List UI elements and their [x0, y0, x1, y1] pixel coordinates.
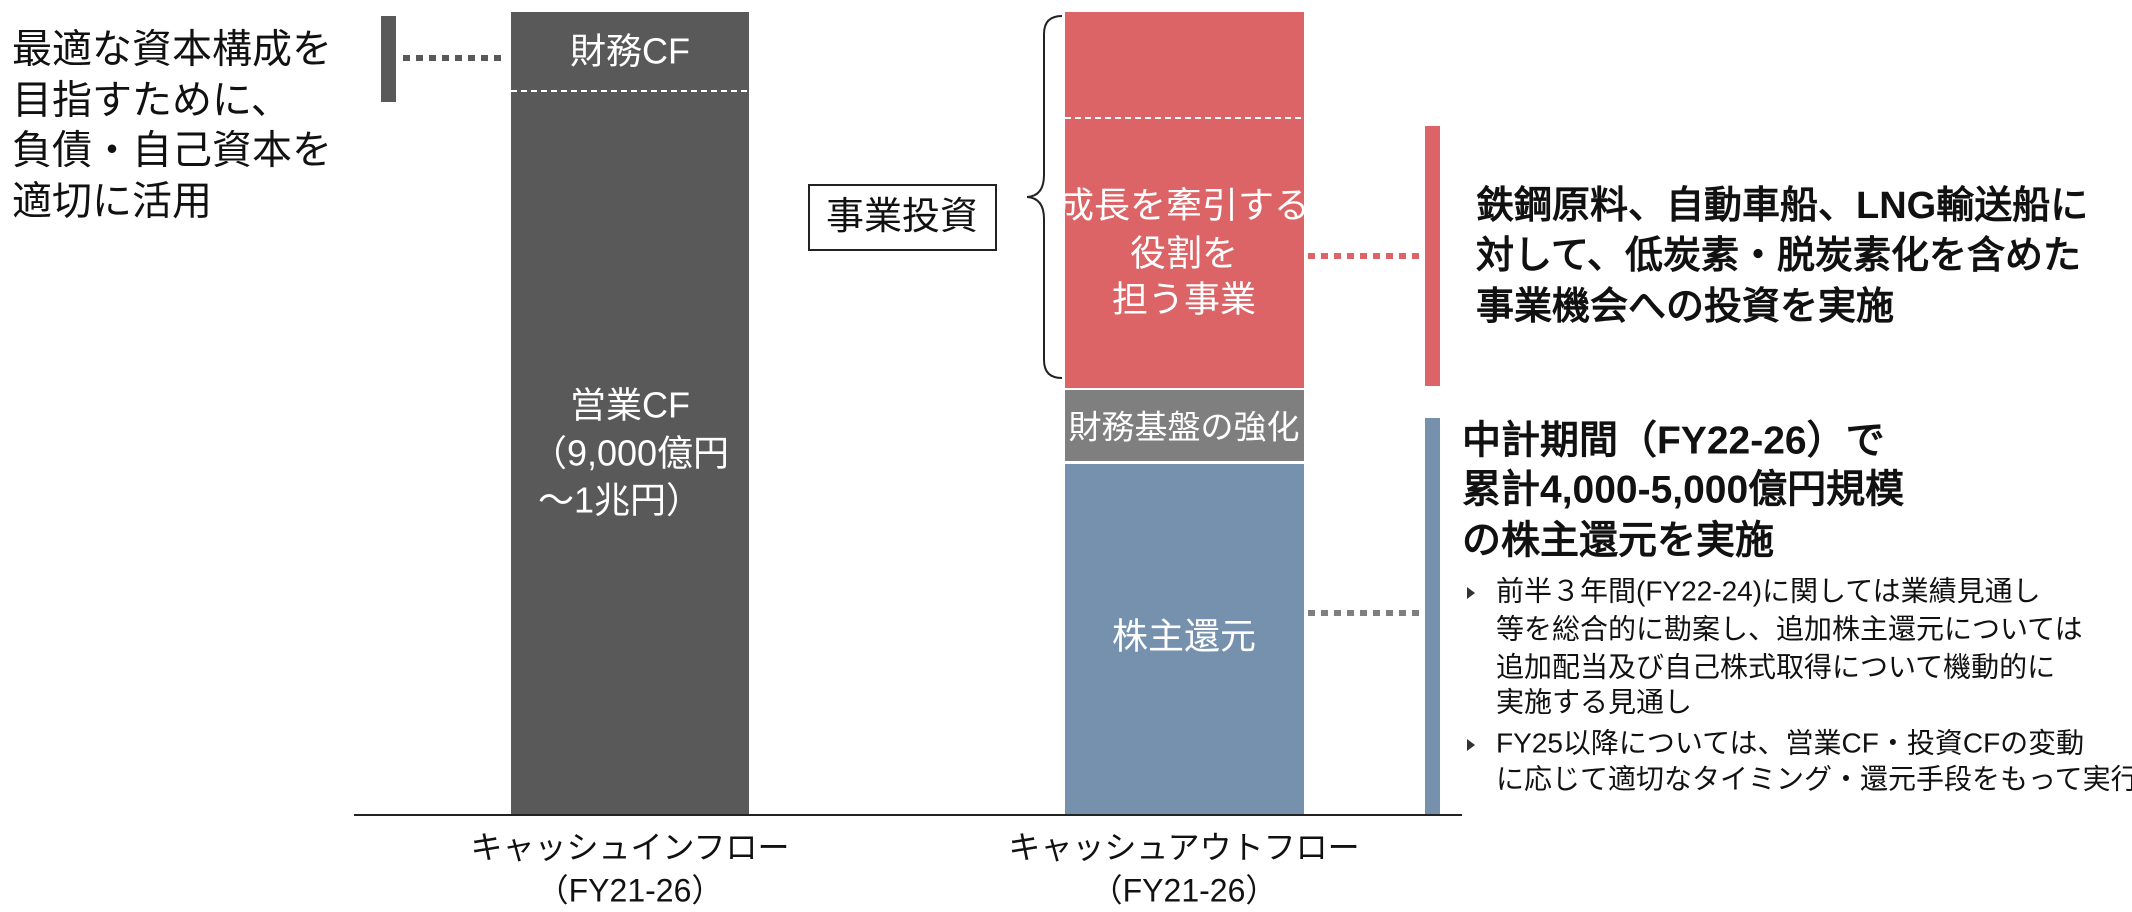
note-line: 最適な資本構成を: [12, 28, 332, 72]
note-line: 適切に活用: [12, 180, 212, 224]
growth-text: 担う事業: [1112, 279, 1256, 320]
left-note: 最適な資本構成を 目指すために、 負債・自己資本を 適切に活用: [12, 28, 332, 224]
bullet-line: FY25以降については、営業CF・投資CFの変動: [1496, 727, 2084, 758]
column-label: （FY21-26）: [537, 872, 724, 908]
return-text: 株主還元: [1112, 616, 1256, 657]
headline-line: の株主還元を実施: [1462, 519, 1774, 562]
growth-text: 成長を牽引する: [1058, 185, 1310, 226]
note-line: 鉄鋼原料、自動車船、LNG輸送船に: [1476, 185, 2088, 227]
bullet-line: 前半３年間(FY22-24)に関しては業績見通し: [1496, 575, 2041, 606]
box: [808, 184, 997, 251]
note-line: 目指すために、: [12, 79, 291, 123]
note-line: 対して、低炭素・脱炭素化を含めた: [1476, 235, 2081, 277]
operating-cf: 営業CF: [570, 385, 690, 426]
note-line: 事業機会への投資を実施: [1476, 286, 1894, 328]
growth-text: 役割を: [1130, 233, 1238, 274]
bullet-line: 実施する見通し: [1496, 686, 1692, 717]
headline-line: 累計4,000-5,000億円規模: [1462, 468, 1904, 511]
operating-cf: （9,000億円: [531, 433, 729, 474]
bullet: [1467, 587, 1475, 599]
bullet-line: に応じて適切なタイミング・還元手段をもって実行: [1496, 763, 2132, 794]
marker: [1425, 418, 1440, 815]
column-label: （FY21-26）: [1091, 872, 1278, 908]
column-labels: キャッシュインフロー （FY21-26） キャッシュアウトフロー （FY21-2…: [470, 829, 1359, 908]
marker: [381, 16, 396, 102]
investment-note: 鉄鋼原料、自動車船、LNG輸送船に 対して、低炭素・脱炭素化を含めた 事業機会へ…: [1476, 185, 2088, 328]
column-label: キャッシュインフロー: [470, 829, 789, 865]
growth-bar: [1065, 12, 1304, 388]
bullet-line: 追加配当及び自己株式取得について機動的に: [1496, 651, 2055, 682]
business-investment: 事業投資: [826, 196, 978, 238]
financial-base-text: 財務基盤の強化: [1069, 409, 1300, 446]
financial-base-bar: [1065, 390, 1304, 461]
bullet: [1467, 739, 1475, 751]
return-bar: [1065, 464, 1304, 815]
headline-line: 中計期間（FY22-26）で: [1462, 419, 1885, 462]
inflow-bar: [511, 12, 749, 815]
column-label: キャッシュアウトフロー: [1008, 829, 1359, 865]
marker: [1425, 126, 1440, 386]
financing-cf: 財務CF: [570, 31, 690, 72]
return-bullets: 前半３年間(FY22-24)に関しては業績見通し 等を総合的に勘案し、追加株主還…: [1467, 575, 2132, 794]
brace: [1026, 15, 1063, 379]
operating-cf: ～1兆円）: [538, 480, 702, 521]
bullet-line: 等を総合的に勘案し、追加株主還元については: [1496, 613, 2083, 644]
return-headline: 中計期間（FY22-26）で 累計4,000-5,000億円規模 の株主還元を実…: [1462, 419, 1904, 562]
note-line: 負債・自己資本を: [12, 129, 332, 173]
